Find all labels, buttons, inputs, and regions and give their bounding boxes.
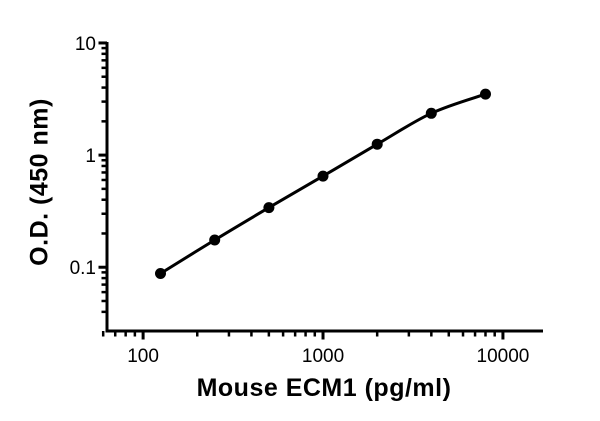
y-tick-label: 1 — [85, 146, 96, 167]
data-point-marker — [317, 170, 329, 182]
x-axis: 100 1000 10000 — [101, 329, 543, 367]
data-point-marker — [480, 88, 491, 100]
standard-curve-series — [155, 88, 491, 279]
x-tick-label: 10000 — [477, 346, 530, 367]
x-axis-title: Mouse ECM1 (pg/ml) — [196, 374, 452, 402]
x-tick-label: 1000 — [302, 346, 344, 367]
data-point-marker — [263, 202, 275, 214]
y-axis: 10 1 0.1 — [70, 34, 109, 333]
data-point-marker — [371, 138, 383, 150]
y-tick-label: 0.1 — [70, 258, 96, 279]
y-axis-title: O.D. (450 nm) — [25, 98, 54, 266]
data-point-marker — [155, 268, 166, 279]
data-point-marker — [425, 107, 437, 119]
y-tick-label: 10 — [75, 34, 96, 55]
data-point-marker — [209, 234, 221, 246]
x-tick-label: 100 — [127, 346, 159, 367]
